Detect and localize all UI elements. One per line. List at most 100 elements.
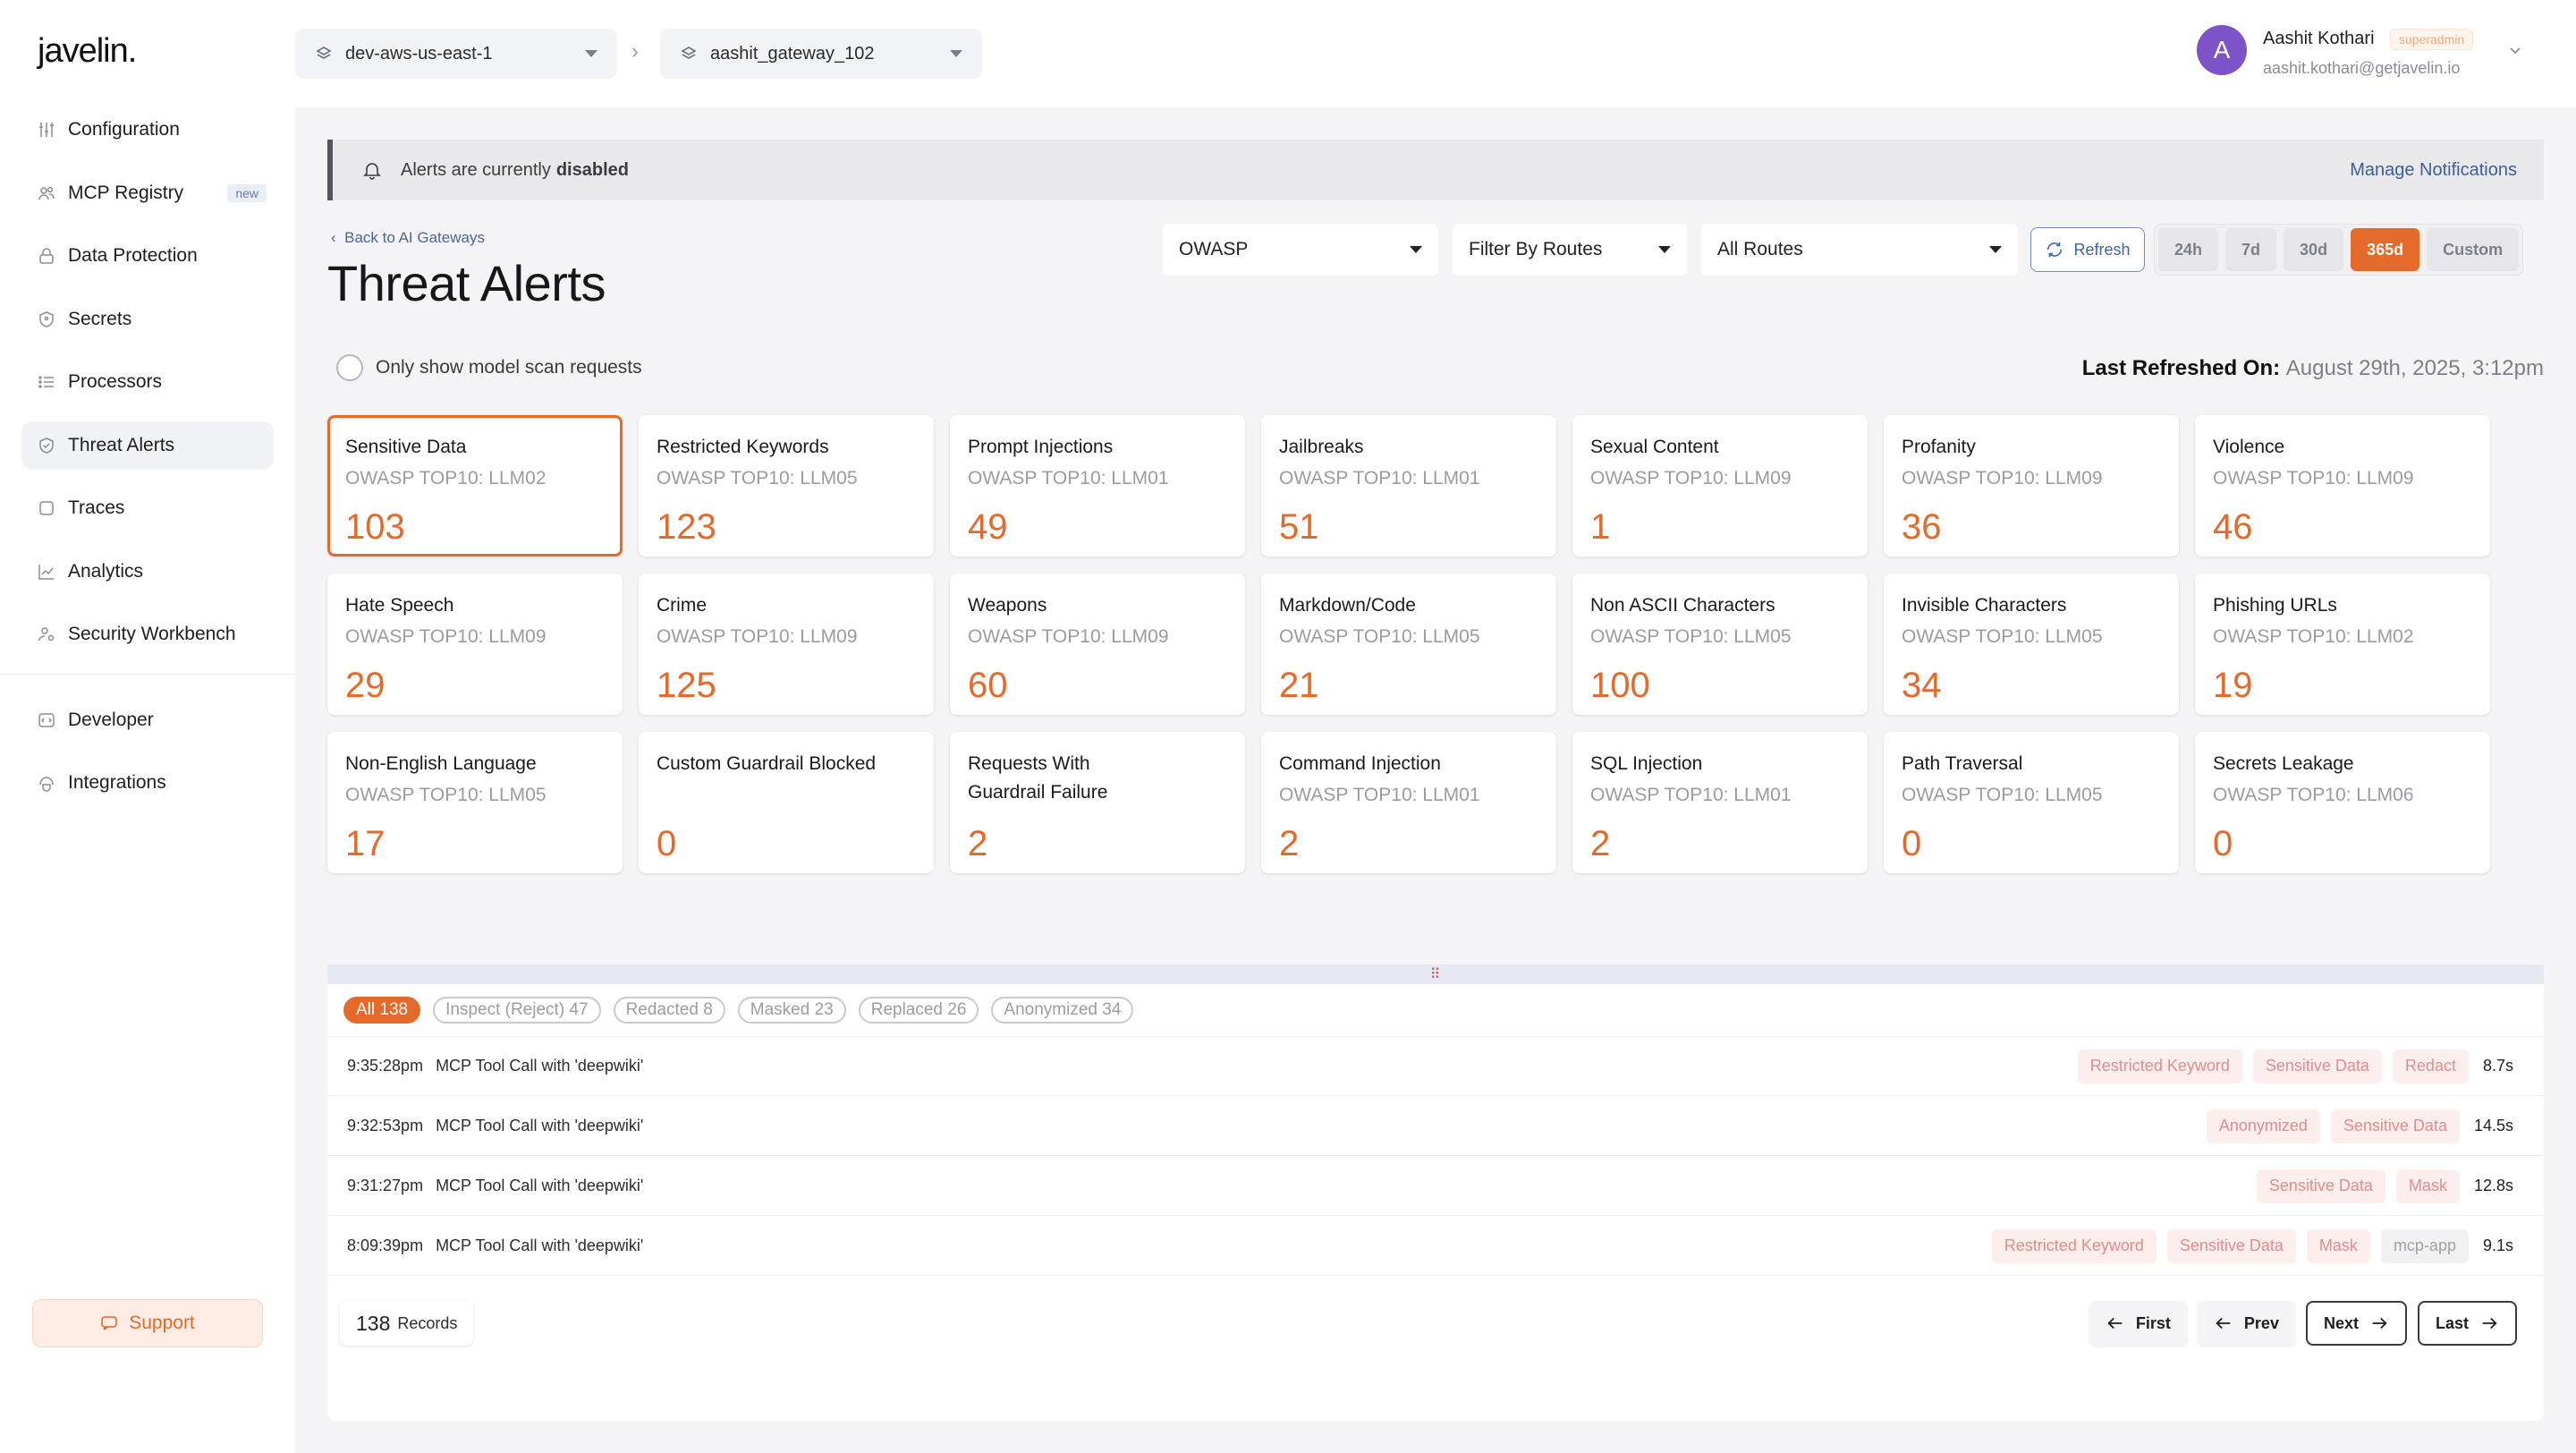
- range-24h-button[interactable]: 24h: [2158, 228, 2219, 271]
- card-owasp-label: OWASP TOP10: LLM09: [2213, 468, 2414, 489]
- range-365d-button[interactable]: 365d: [2351, 228, 2420, 271]
- range-7d-button[interactable]: 7d: [2225, 228, 2277, 271]
- sidebar-item-label: Threat Alerts: [68, 434, 175, 455]
- gateway-label: aashit_gateway_102: [710, 43, 875, 64]
- card-count: 2: [1279, 824, 1300, 863]
- alerts-panel: All 138 Inspect (Reject) 47 Redacted 8 Mask…: [327, 984, 2544, 1421]
- threat-card[interactable]: Prompt Injections OWASP TOP10: LLM01 49: [950, 415, 1245, 557]
- first-page-button[interactable]: First: [2089, 1301, 2187, 1346]
- lock-icon: [38, 247, 55, 265]
- threat-card[interactable]: Invisible Characters OWASP TOP10: LLM05 34: [1884, 574, 2179, 715]
- avatar[interactable]: A: [2197, 25, 2247, 75]
- threat-card[interactable]: Non-English Language OWASP TOP10: LLM05 17: [327, 732, 623, 873]
- last-page-button[interactable]: Last: [2417, 1301, 2517, 1346]
- chevron-down-icon: [585, 50, 597, 57]
- arrow-right-icon: [2372, 1317, 2387, 1330]
- threat-card[interactable]: Weapons OWASP TOP10: LLM09 60: [950, 574, 1245, 715]
- threat-card[interactable]: Profanity OWASP TOP10: LLM09 36: [1884, 415, 2179, 557]
- next-page-button[interactable]: Next: [2305, 1301, 2407, 1346]
- sidebar-item-integrations[interactable]: Integrations: [21, 759, 274, 807]
- threat-card[interactable]: Phishing URLs OWASP TOP10: LLM02 19: [2195, 574, 2490, 715]
- threat-card[interactable]: Requests With Guardrail Failure 2: [950, 732, 1245, 873]
- threat-card[interactable]: Secrets Leakage OWASP TOP10: LLM06 0: [2195, 732, 2490, 873]
- shield-icon: [38, 310, 55, 328]
- card-owasp-label: OWASP TOP10: LLM05: [657, 468, 858, 489]
- model-scan-checkbox[interactable]: [336, 354, 363, 381]
- filter-pill[interactable]: Redacted 8: [613, 997, 725, 1024]
- framework-dropdown[interactable]: OWASP: [1163, 224, 1438, 276]
- sidebar-item-traces[interactable]: Traces: [21, 484, 274, 532]
- table-row[interactable]: 9:35:28pm MCP Tool Call with 'deepwiki' Re…: [327, 1037, 2544, 1096]
- sidebar-item-developer[interactable]: Developer: [21, 696, 274, 744]
- threat-card[interactable]: Sexual Content OWASP TOP10: LLM09 1: [1572, 415, 1868, 557]
- filter-pill[interactable]: Replaced 26: [858, 997, 979, 1024]
- support-button[interactable]: Support: [32, 1299, 263, 1347]
- manage-notifications-link[interactable]: Manage Notifications: [2350, 159, 2517, 180]
- sidebar-item-secrets[interactable]: Secrets: [21, 295, 274, 344]
- sidebar-item-label: Data Protection: [68, 245, 198, 266]
- threat-card[interactable]: Command Injection OWASP TOP10: LLM01 2: [1261, 732, 1556, 873]
- threat-card[interactable]: Crime OWASP TOP10: LLM09 125: [639, 574, 934, 715]
- refresh-button[interactable]: Refresh: [2030, 227, 2145, 272]
- sidebar-item-threat-alerts[interactable]: Threat Alerts: [21, 421, 274, 470]
- table-row[interactable]: 9:31:27pm MCP Tool Call with 'deepwiki' Se…: [327, 1157, 2544, 1216]
- range-30d-button[interactable]: 30d: [2284, 228, 2344, 271]
- filter-pill[interactable]: Anonymized 34: [991, 997, 1134, 1024]
- sidebar-item-processors[interactable]: Processors: [21, 358, 274, 406]
- filter-pill[interactable]: Inspect (Reject) 47: [433, 997, 601, 1024]
- prev-page-button[interactable]: Prev: [2197, 1301, 2295, 1346]
- environment-selector[interactable]: dev-aws-us-east-1: [295, 29, 617, 79]
- status-badge: Sensitive Data: [2166, 1228, 2296, 1263]
- filter-pill[interactable]: All 138: [343, 997, 421, 1024]
- threat-card[interactable]: Custom Guardrail Blocked 0: [639, 732, 934, 873]
- sidebar-item-label: Traces: [68, 497, 125, 518]
- pagination: First Prev Next Last: [2089, 1301, 2517, 1346]
- card-title: Profanity: [1902, 437, 1976, 457]
- row-tags: Sensitive Data Mask 12.8s: [2256, 1168, 2513, 1203]
- sidebar-item-mcp-registry[interactable]: MCP Registry new: [21, 169, 274, 217]
- status-badge: Restricted Keyword: [1991, 1228, 2157, 1263]
- card-count: 103: [345, 507, 405, 547]
- threat-card[interactable]: Non ASCII Characters OWASP TOP10: LLM05 10…: [1572, 574, 1868, 715]
- card-count: 2: [1590, 824, 1611, 863]
- back-link-label: Back to AI Gateways: [344, 229, 485, 246]
- threat-card[interactable]: Jailbreaks OWASP TOP10: LLM01 51: [1261, 415, 1556, 557]
- sidebar-item-security-workbench[interactable]: Security Workbench: [21, 610, 274, 659]
- bell-icon: [363, 163, 381, 180]
- filter-pill[interactable]: Masked 23: [737, 997, 846, 1024]
- threat-card[interactable]: Path Traversal OWASP TOP10: LLM05 0: [1884, 732, 2179, 873]
- framework-value: OWASP: [1179, 239, 1249, 259]
- sidebar-item-label: Configuration: [68, 119, 180, 140]
- table-row[interactable]: 9:32:53pm MCP Tool Call with 'deepwiki' An…: [327, 1097, 2544, 1156]
- card-title: Markdown/Code: [1279, 595, 1416, 616]
- threat-card[interactable]: Violence OWASP TOP10: LLM09 46: [2195, 415, 2490, 557]
- card-count: 0: [1902, 824, 1922, 863]
- javelin-logo[interactable]: javelin.: [38, 32, 137, 70]
- sidebar-item-configuration[interactable]: Configuration: [21, 106, 274, 154]
- threat-card[interactable]: Sensitive Data OWASP TOP10: LLM02 103: [327, 415, 623, 557]
- card-title: Invisible Characters: [1902, 595, 2067, 616]
- threat-card[interactable]: Markdown/Code OWASP TOP10: LLM05 21: [1261, 574, 1556, 715]
- row-description: MCP Tool Call with 'deepwiki': [436, 1177, 644, 1194]
- sidebar-item-analytics[interactable]: Analytics: [21, 548, 274, 596]
- sidebar-item-data-protection[interactable]: Data Protection: [21, 232, 274, 280]
- threat-card[interactable]: Hate Speech OWASP TOP10: LLM09 29: [327, 574, 623, 715]
- threat-card[interactable]: SQL Injection OWASP TOP10: LLM01 2: [1572, 732, 1868, 873]
- routes-dropdown[interactable]: All Routes: [1701, 224, 2018, 276]
- card-title: Non-English Language: [345, 753, 537, 774]
- chevron-left-icon: ‹: [331, 229, 345, 246]
- filter-by-dropdown[interactable]: Filter By Routes: [1453, 224, 1687, 276]
- back-to-gateways-link[interactable]: ‹ Back to AI Gateways: [331, 229, 485, 247]
- chevron-down-icon[interactable]: [2506, 41, 2524, 59]
- card-count: 29: [345, 666, 386, 705]
- row-description: MCP Tool Call with 'deepwiki': [436, 1117, 644, 1134]
- gateway-selector[interactable]: aashit_gateway_102: [660, 29, 982, 79]
- row-tags: Restricted Keyword Sensitive Data Mask mcp-…: [1991, 1228, 2513, 1263]
- table-row[interactable]: 8:09:39pm MCP Tool Call with 'deepwiki' Re…: [327, 1217, 2544, 1276]
- panel-resize-handle[interactable]: ⠿: [327, 964, 2544, 984]
- range-custom-button[interactable]: Custom: [2427, 228, 2520, 271]
- model-scan-toggle[interactable]: Only show model scan requests: [336, 354, 642, 381]
- chevron-down-icon: [950, 50, 962, 57]
- plug-icon: [38, 774, 55, 792]
- threat-card[interactable]: Restricted Keywords OWASP TOP10: LLM05 123: [639, 415, 934, 557]
